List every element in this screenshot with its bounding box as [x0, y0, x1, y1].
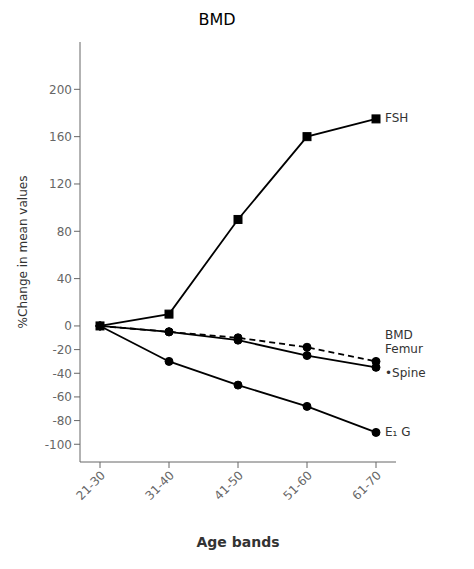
svg-text:-20: -20: [52, 343, 72, 357]
svg-text:-40: -40: [52, 367, 72, 381]
svg-text:120: 120: [49, 177, 72, 191]
svg-text:51-60: 51-60: [281, 468, 316, 503]
svg-text:40: 40: [57, 272, 72, 286]
svg-text:31-40: 31-40: [143, 468, 178, 503]
svg-text:Femur: Femur: [385, 342, 423, 356]
svg-text:-60: -60: [52, 390, 72, 404]
svg-text:%Change in mean values: %Change in mean values: [16, 176, 30, 329]
svg-text:Age bands: Age bands: [196, 534, 279, 550]
svg-text:61-70: 61-70: [350, 468, 385, 503]
svg-text:200: 200: [49, 83, 72, 97]
svg-text:21-30: 21-30: [74, 468, 109, 503]
svg-text:E₁ G: E₁ G: [385, 425, 411, 439]
svg-text:FSH: FSH: [385, 111, 408, 125]
svg-text:-80: -80: [52, 414, 72, 428]
html-text:BMD: BMD: [198, 10, 236, 29]
svg-text:-100: -100: [45, 438, 72, 452]
svg-text:•Spine: •Spine: [385, 366, 426, 380]
svg-text:0: 0: [64, 319, 72, 333]
svg-text:160: 160: [49, 130, 72, 144]
svg-text:BMD: BMD: [385, 328, 413, 342]
svg-text:80: 80: [57, 225, 72, 239]
svg-text:41-50: 41-50: [212, 468, 247, 503]
